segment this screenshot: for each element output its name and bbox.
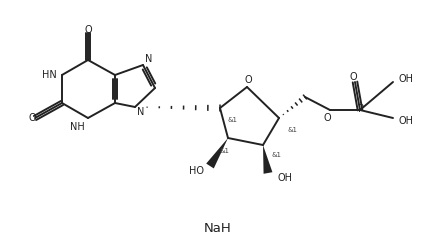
Text: &1: &1 [271,152,281,158]
Polygon shape [263,145,272,174]
Text: NH: NH [69,122,84,132]
Text: N: N [146,54,153,64]
Text: O: O [28,113,36,123]
Text: &1: &1 [219,148,229,154]
Text: O: O [84,25,92,35]
Text: O: O [244,75,252,85]
Text: OH: OH [277,173,292,183]
Text: O: O [349,72,357,82]
Text: &1: &1 [227,117,237,123]
Text: &1: &1 [287,127,297,133]
Text: N: N [137,107,145,117]
Polygon shape [206,138,228,168]
Text: NaH: NaH [204,222,232,234]
Text: O: O [323,113,331,123]
Text: HN: HN [42,70,56,80]
Text: HO: HO [188,166,204,176]
Text: OH: OH [399,116,413,126]
Text: P: P [358,104,364,114]
Text: OH: OH [399,74,413,84]
